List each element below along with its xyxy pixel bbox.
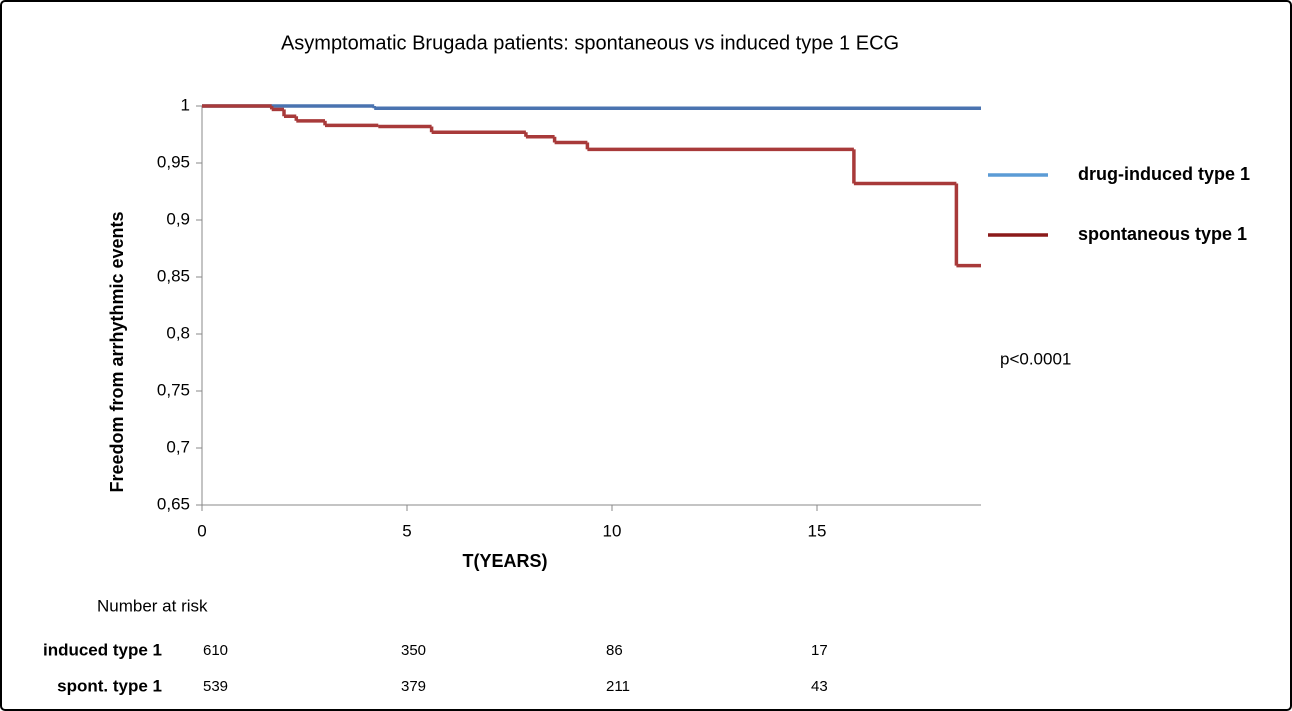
x-tick-label: 15 — [808, 521, 827, 540]
risk-row-label: spont. type 1 — [57, 676, 162, 695]
y-tick-label: 0,9 — [166, 209, 190, 228]
risk-count: 350 — [401, 642, 426, 659]
legend-label: drug-induced type 1 — [1078, 164, 1250, 184]
y-axis-label: Freedom from arrhythmic events — [107, 211, 127, 492]
y-tick-label: 0,7 — [166, 437, 190, 456]
risk-count: 43 — [811, 678, 828, 695]
risk-table-title: Number at risk — [97, 596, 208, 615]
risk-row-label: induced type 1 — [43, 640, 162, 659]
risk-count: 379 — [401, 678, 426, 695]
y-tick-label: 0,95 — [157, 152, 190, 171]
x-tick-label: 0 — [197, 521, 206, 540]
x-tick-label: 10 — [603, 521, 622, 540]
risk-count: 17 — [811, 642, 828, 659]
legend-label: spontaneous type 1 — [1078, 224, 1247, 244]
risk-count: 211 — [606, 678, 630, 695]
annotation: p<0.0001 — [1000, 349, 1071, 368]
risk-count: 539 — [203, 678, 228, 695]
y-tick-label: 0,75 — [157, 380, 190, 399]
x-axis-label: T(YEARS) — [463, 551, 548, 571]
y-tick-label: 0,85 — [157, 266, 190, 285]
y-tick-label: 1 — [181, 95, 190, 114]
risk-count: 610 — [203, 642, 228, 659]
chart-title: Asymptomatic Brugada patients: spontaneo… — [281, 32, 899, 54]
x-tick-label: 5 — [402, 521, 411, 540]
y-tick-label: 0,65 — [157, 494, 190, 513]
risk-count: 86 — [606, 642, 623, 659]
y-tick-label: 0,8 — [166, 323, 190, 342]
